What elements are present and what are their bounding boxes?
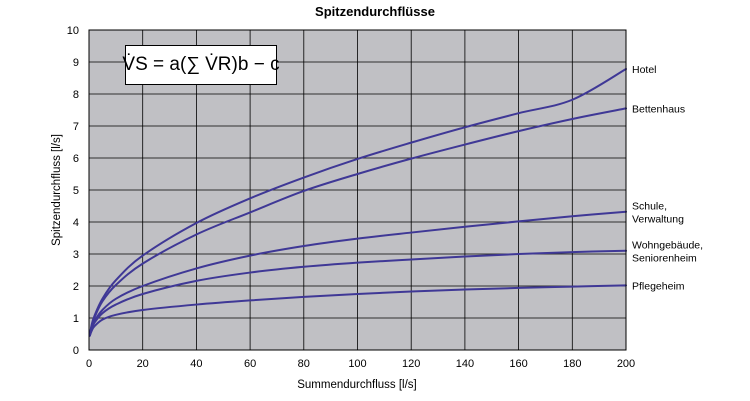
y-tick-labels: 0 1 2 3 4 5 6 7 8 9 10 [67,25,79,357]
series-labels: Hotel Bettenhaus Schule,Verwaltung Wohngebä… [632,64,703,292]
x-tick-label: 200 [617,358,635,370]
y-tick-label: 5 [73,185,79,197]
x-tick-label: 100 [348,358,366,370]
y-tick-label: 9 [73,57,79,69]
y-tick-label: 6 [73,153,79,165]
series-lines [88,68,627,337]
x-tick-label: 60 [244,358,256,370]
y-tick-label: 0 [73,345,79,357]
chart-title: Spitzendurchflüsse [315,4,435,19]
series-label: Pflegeheim [632,280,685,292]
series-line [88,249,627,337]
y-tick-label: 8 [73,89,79,101]
series-label: Verwaltung [632,213,684,225]
x-tick-label: 40 [190,358,202,370]
x-tick-label: 20 [137,358,149,370]
x-axis-label: Summendurchfluss [l/s] [297,379,417,391]
plot-frame [88,29,627,351]
series-line [88,107,627,337]
y-tick-label: 2 [73,281,79,293]
y-tick-label: 7 [73,121,79,133]
x-tick-label: 120 [402,358,420,370]
x-tick-label: 180 [563,358,581,370]
y-tick-label: 10 [67,25,79,37]
x-tick-labels: 0 20 40 60 80 100 120 140 160 180 200 [86,358,635,370]
x-tick-label: 0 [86,358,92,370]
y-tick-label: 3 [73,249,79,261]
formula-text: V̇S = a(∑ V̇R)b − c [122,54,280,75]
x-tick-label: 80 [298,358,310,370]
x-tick-label: 160 [509,358,527,370]
series-label: Bettenhaus [632,103,685,115]
formula-box: V̇S = a(∑ V̇R)b − c [122,45,280,85]
x-tick-label: 140 [456,358,474,370]
y-tick-label: 1 [73,313,79,325]
series-line [88,210,627,337]
series-label: Schule, [632,200,667,212]
y-axis-label: Spitzendurchfluss [l/s] [51,134,63,246]
series-label: Seniorenheim [632,252,697,264]
series-label: Hotel [632,64,657,76]
series-line [88,284,627,337]
series-label: Wohngebäude, [632,239,703,251]
y-tick-label: 4 [73,217,79,229]
